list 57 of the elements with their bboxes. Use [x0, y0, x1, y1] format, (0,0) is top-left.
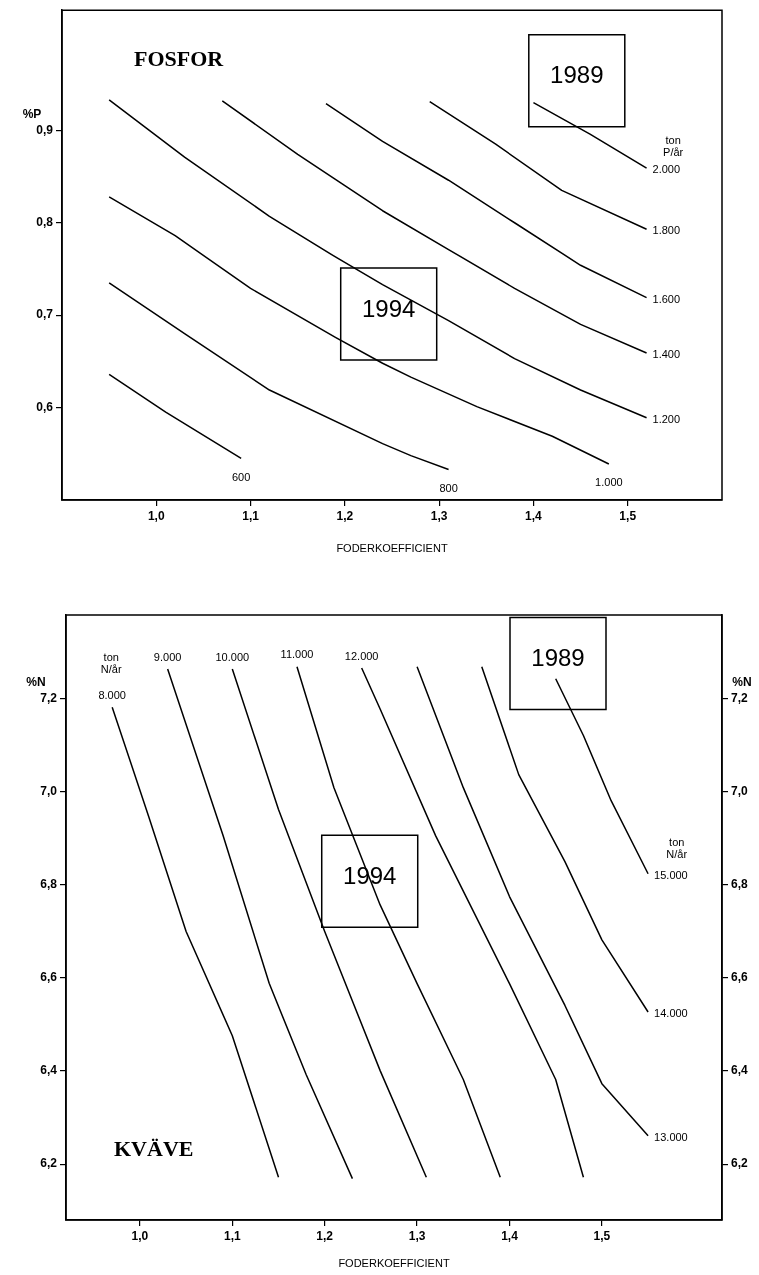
y-tick-label: 6,6 [40, 970, 58, 985]
series-label: 2.000 [652, 163, 681, 176]
series-label: 12.000 [344, 649, 379, 662]
series-label: 8.000 [98, 688, 126, 701]
x-tick-label: 1,5 [619, 508, 637, 523]
y2-tick-label: 7,2 [731, 691, 749, 706]
x-tick-label: 1,3 [430, 508, 448, 523]
x-tick-label: 1,5 [593, 1228, 611, 1243]
x-tick-label: 1,1 [223, 1228, 241, 1243]
series-label: 15.000 [654, 868, 688, 881]
series-label: 10.000 [215, 650, 250, 663]
text: KVÄVE [114, 1135, 194, 1161]
text: FOSFOR [134, 45, 225, 71]
x-tick-label: 1,2 [336, 508, 354, 523]
series-label: 1.000 [595, 476, 623, 489]
annotation: 1989 [550, 61, 604, 89]
x-axis-title: FODERKOEFFICIENT [338, 1257, 450, 1270]
series-label: 1.400 [652, 348, 681, 361]
annotation: 1989 [531, 644, 585, 672]
series-label: 13.000 [654, 1130, 688, 1143]
y-tick-label: 6,8 [40, 877, 58, 892]
y-axis-title: %P [22, 106, 42, 121]
y2-tick-label: 6,8 [731, 877, 749, 892]
series-label: 1.800 [652, 224, 681, 237]
y-tick-label: 6,2 [40, 1156, 58, 1171]
y2-tick-label: 6,4 [731, 1063, 749, 1078]
y-axis-title: %N [26, 675, 46, 690]
series-label: 14.000 [654, 1007, 688, 1019]
series-label: 1.600 [652, 292, 681, 305]
y2-tick-label: 6,2 [731, 1156, 749, 1171]
annotation: ton N/år [666, 836, 688, 861]
x-axis-title: FODERKOEFFICIENT [336, 542, 448, 555]
series-label: 9.000 [153, 650, 182, 663]
x-tick-label: 1,2 [316, 1228, 334, 1243]
y-tick-label: 0,8 [36, 215, 54, 230]
series-label: 11.000 [280, 648, 314, 661]
y-tick-label: 7,2 [40, 691, 58, 706]
x-tick-label: 1,4 [525, 508, 543, 523]
y-tick-label: 7,0 [40, 784, 58, 799]
y-tick-label: 0,6 [36, 399, 54, 414]
annotation: 1994 [362, 294, 416, 322]
x-tick-label: 1,3 [408, 1228, 426, 1243]
y-tick-label: 6,4 [40, 1063, 58, 1078]
y2-axis-title: %N [732, 675, 752, 690]
x-tick-label: 1,0 [147, 508, 165, 523]
y-tick-label: 0,9 [36, 122, 54, 137]
x-tick-label: 1,0 [131, 1228, 149, 1243]
x-tick-label: 1,4 [501, 1228, 519, 1243]
y2-tick-label: 6,6 [731, 970, 749, 985]
y2-tick-label: 7,0 [731, 784, 749, 799]
series-label: 600 [231, 470, 251, 483]
annotation: ton N/år [100, 651, 122, 676]
series-label: 1.200 [652, 412, 681, 425]
annotation: ton P/år [663, 134, 684, 159]
y-tick-label: 0,7 [36, 307, 54, 322]
x-tick-label: 1,1 [242, 508, 260, 523]
series-label: 800 [439, 482, 458, 495]
